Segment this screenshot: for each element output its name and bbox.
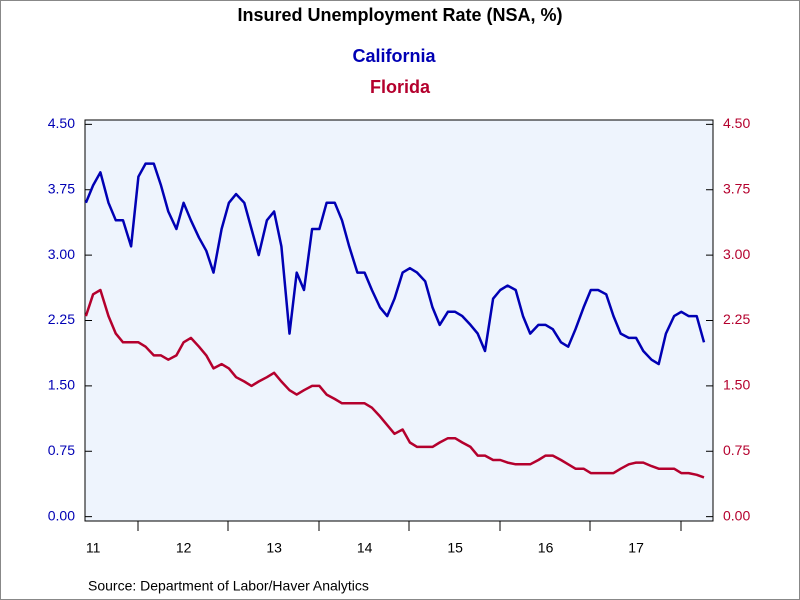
y2-tick-label: 1.50 bbox=[723, 377, 750, 393]
series-line bbox=[84, 288, 705, 479]
y2-tick-label: 4.50 bbox=[723, 115, 750, 131]
y-tick-label: 0.75 bbox=[48, 442, 75, 458]
y2-tick-label: 0.75 bbox=[723, 442, 750, 458]
x-tick-label: 14 bbox=[357, 540, 373, 556]
x-tick-label: 15 bbox=[447, 540, 463, 556]
year-boundaries bbox=[137, 521, 682, 531]
x-tick-label: 13 bbox=[266, 540, 282, 556]
x-tick-label: 11 bbox=[86, 540, 101, 556]
y2-tick-label: 2.25 bbox=[723, 311, 750, 327]
y-tick-label: 3.75 bbox=[48, 180, 75, 196]
legend-label: Florida bbox=[370, 77, 431, 97]
y2-tick-label: 3.75 bbox=[723, 180, 750, 196]
y-tick-label: 2.25 bbox=[48, 311, 75, 327]
x-tick-label: 17 bbox=[628, 540, 644, 556]
y-tick-label: 0.00 bbox=[48, 507, 75, 523]
y2-tick-label: 3.00 bbox=[723, 246, 750, 262]
y2-tick-label: 0.00 bbox=[723, 507, 750, 523]
source: Source: Department of Labor/Haver Analyt… bbox=[88, 578, 369, 594]
plot-area bbox=[84, 119, 714, 522]
x-tick-label: 16 bbox=[538, 540, 554, 556]
y-tick-label: 4.50 bbox=[48, 115, 75, 131]
legend-label: California bbox=[352, 46, 436, 66]
series-line bbox=[84, 162, 706, 366]
y-tick-label: 1.50 bbox=[48, 377, 75, 393]
x-tick-label: 12 bbox=[176, 540, 192, 556]
chart-title: Insured Unemployment Rate (NSA, %) bbox=[237, 5, 562, 25]
y-tick-label: 3.00 bbox=[48, 246, 75, 262]
